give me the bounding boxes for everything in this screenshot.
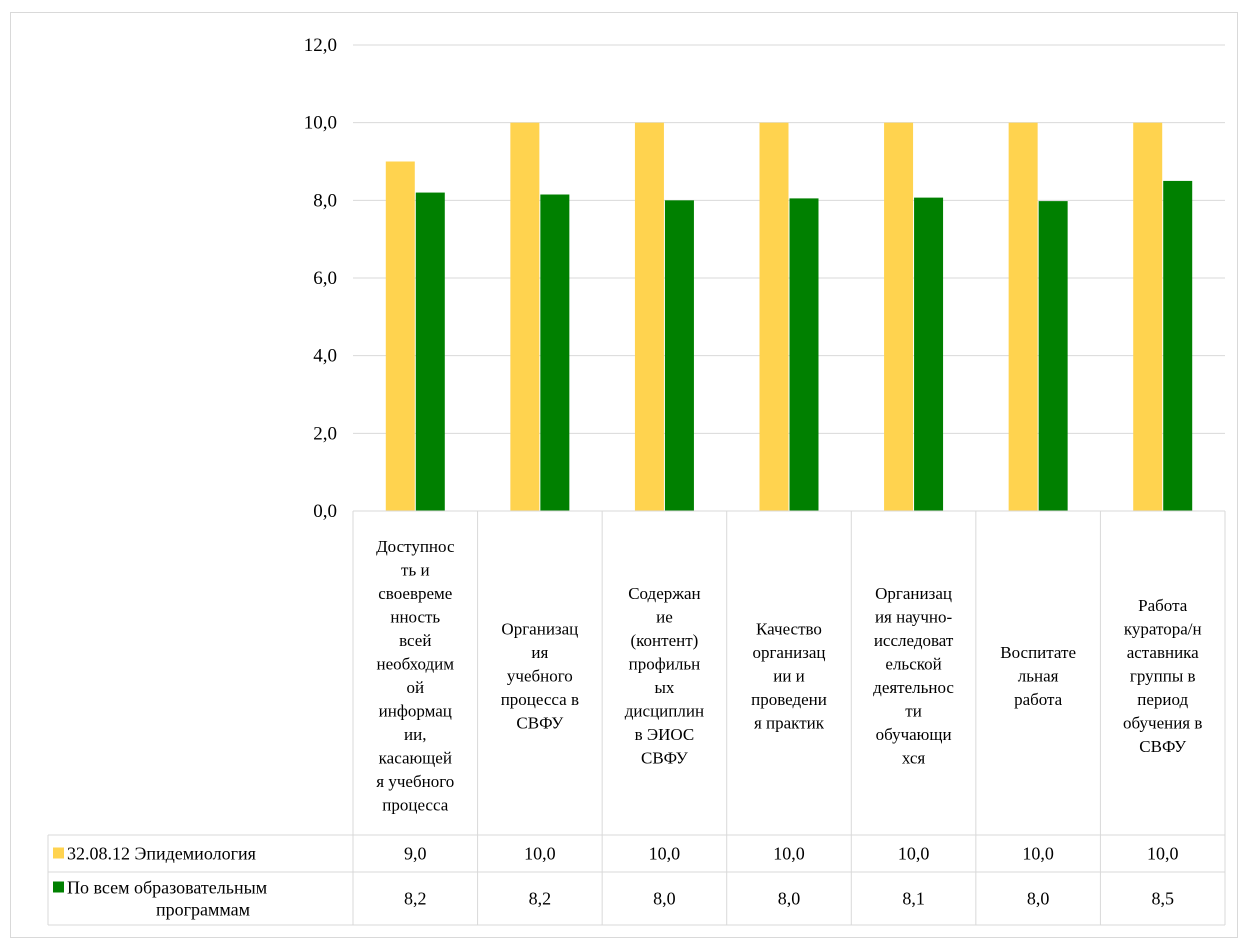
category-label: (контент) (631, 631, 699, 650)
category-label: необходим (377, 655, 455, 674)
chart-frame: 0,0 2,0 4,0 6,0 8,0 10,0 12,0 Доступнос ть и свое… (10, 12, 1238, 938)
bar-series1-1 (386, 162, 415, 512)
category-label: деятельнос (873, 678, 954, 697)
category-label: Организац (875, 584, 952, 603)
category-label: я практик (754, 713, 825, 732)
data-label-series2: 8,0 (1027, 889, 1050, 909)
category-label: ых (654, 678, 674, 697)
data-label-series1: 9,0 (404, 844, 427, 864)
category-label: Воспитате (1000, 643, 1076, 662)
category-label: исследоват (874, 631, 954, 650)
category-label: Качество (756, 619, 822, 638)
category-label: обучающи (876, 725, 952, 744)
category-label: ия научно- (875, 608, 953, 627)
data-label-series2: 8,2 (404, 889, 427, 909)
legend-swatch-series2 (53, 882, 64, 893)
bar-series2-4 (790, 198, 819, 511)
bar-series2-6 (1039, 201, 1068, 511)
data-label-series1: 10,0 (898, 844, 930, 864)
data-label-series2: 8,0 (778, 889, 801, 909)
data-label-series2: 8,2 (529, 889, 552, 909)
category-label: организац (752, 643, 825, 662)
bar-series2-1 (416, 193, 445, 511)
data-label-series1: 10,0 (524, 844, 556, 864)
category-label: СВФУ (1139, 737, 1187, 756)
bar-series1-7 (1133, 123, 1162, 511)
data-label-series2: 8,0 (653, 889, 676, 909)
category-label: период (1137, 690, 1188, 709)
bar-series2-5 (914, 198, 943, 511)
category-label: процесса (382, 796, 448, 815)
category-label: льная (1018, 666, 1059, 685)
category-label: я учебного (376, 772, 454, 791)
y-tick-label: 4,0 (313, 346, 337, 367)
category-label: всей (399, 631, 431, 650)
legend-label-series2: По всем образовательным (67, 878, 267, 898)
category-label: куратора/н (1124, 619, 1202, 638)
category-label: работа (1014, 690, 1063, 709)
category-label: информац (379, 702, 452, 721)
bar-series2-3 (665, 200, 694, 511)
data-label-series1: 10,0 (1022, 844, 1054, 864)
y-tick-label: 8,0 (313, 190, 337, 211)
y-tick-label: 0,0 (313, 501, 337, 522)
bar-series1-5 (884, 123, 913, 511)
category-label: Организац (501, 619, 578, 638)
bar-series1-4 (760, 123, 789, 511)
category-label: касающей (379, 749, 452, 768)
data-label-series2: 8,5 (1151, 889, 1174, 909)
y-tick-label: 6,0 (313, 268, 337, 289)
category-label: ть и (401, 561, 430, 580)
category-label: ие (656, 608, 673, 627)
y-tick-label: 12,0 (304, 35, 337, 56)
category-label: дисциплин (625, 702, 704, 721)
bar-series1-3 (635, 123, 664, 511)
category-label: хся (902, 749, 926, 768)
y-tick-label: 10,0 (304, 113, 337, 134)
category-label: проведени (751, 690, 827, 709)
category-label: ельской (885, 655, 941, 674)
category-label: Содержан (628, 584, 700, 603)
category-label: процесса в (501, 690, 579, 709)
bar-series2-7 (1163, 181, 1192, 511)
category-label: ии и (773, 666, 805, 685)
data-label-series2: 8,1 (902, 889, 925, 909)
category-label: ти (905, 702, 922, 721)
bar-series1-2 (510, 123, 539, 511)
category-label: аставника (1127, 643, 1199, 662)
category-label: группы в (1130, 666, 1196, 685)
y-tick-label: 2,0 (313, 423, 337, 444)
category-label: СВФУ (516, 713, 564, 732)
category-label: Работа (1138, 596, 1188, 615)
legend-swatch-series1 (53, 848, 64, 859)
category-label: учебного (507, 666, 573, 685)
category-label: в ЭИОС (635, 725, 695, 744)
bar-series2-2 (540, 195, 569, 511)
data-label-series1: 10,0 (649, 844, 681, 864)
category-label: СВФУ (641, 749, 689, 768)
category-label: ия (531, 643, 548, 662)
bar-series1-6 (1009, 123, 1038, 511)
legend-label-series1: 32.08.12 Эпидемиология (67, 844, 256, 864)
category-label: ии, (404, 725, 426, 744)
category-label: профильн (629, 655, 701, 674)
category-label: Доступнос (376, 537, 455, 556)
data-label-series1: 10,0 (773, 844, 805, 864)
bar-chart: 0,0 2,0 4,0 6,0 8,0 10,0 12,0 Доступнос ть и свое… (11, 13, 1239, 939)
legend-label-series2: программам (156, 900, 250, 920)
category-label: своевреме (378, 584, 452, 603)
data-label-series1: 10,0 (1147, 844, 1179, 864)
category-label: обучения в (1123, 713, 1202, 732)
category-label: ой (406, 678, 424, 697)
category-label: нность (390, 608, 440, 627)
